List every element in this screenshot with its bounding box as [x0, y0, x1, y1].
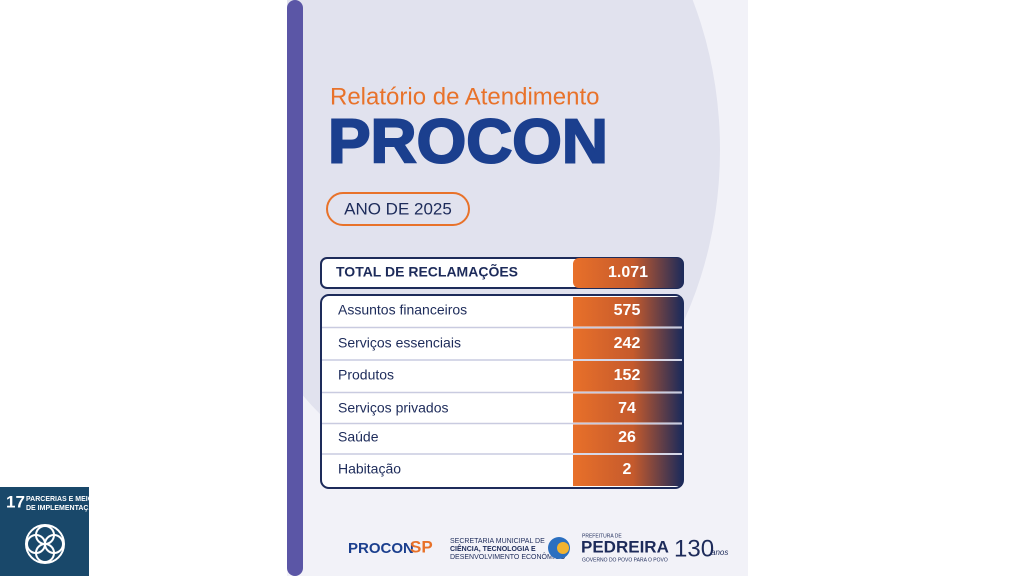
- prefeitura: PREFEITURA DE: [582, 533, 622, 539]
- value-cell: [573, 328, 682, 359]
- sdg-label: PARCERIAS E MEIOS: [26, 496, 98, 503]
- row-label: Saúde: [338, 429, 379, 445]
- value-cell: [573, 455, 682, 486]
- subtitle: Relatório de Atendimento: [330, 83, 600, 110]
- row-label: Serviços essenciais: [338, 335, 461, 351]
- table: Assuntos financeiros 575 Serviços essencia…: [322, 297, 682, 486]
- row-value: 26: [618, 429, 636, 446]
- total-value: 1.071: [608, 264, 648, 281]
- slogan: GOVERNO DO POVO PARA O POVO: [582, 557, 668, 563]
- row-value: 2: [623, 461, 632, 478]
- sdg-icon: [25, 524, 65, 564]
- year-pill: [326, 192, 470, 226]
- row-value: 74: [618, 400, 636, 417]
- value-cell: [573, 361, 682, 392]
- row-value: 242: [614, 335, 641, 352]
- footer: PROCON SP SECRETARIA MUNICIPAL DE CIÊNCI…: [348, 533, 728, 563]
- procon-logo: PROCON: [348, 540, 414, 557]
- value-cell: [573, 393, 682, 423]
- sp-logo: SP: [410, 537, 433, 556]
- anniversary: 130: [674, 535, 714, 562]
- city: PEDREIRA: [581, 537, 669, 556]
- row-value: 152: [614, 367, 641, 384]
- pedreira-icon: [557, 542, 569, 554]
- sdg-number: 17: [6, 492, 25, 511]
- row-value: 575: [614, 302, 641, 319]
- row-label: Assuntos financeiros: [338, 302, 467, 318]
- secretaria: CIÊNCIA, TECNOLOGIA E: [450, 544, 536, 553]
- row-label: Produtos: [338, 367, 394, 383]
- value-cell: [573, 424, 682, 453]
- row-label: Serviços privados: [338, 400, 449, 416]
- total-label: TOTAL DE RECLAMAÇÕES: [336, 263, 518, 280]
- secretaria: SECRETARIA MUNICIPAL DE: [450, 538, 545, 545]
- side-strip: [287, 0, 303, 576]
- year: ANO DE 2025: [344, 199, 452, 218]
- total-cell: [573, 258, 683, 288]
- secretaria: DESENVOLVIMENTO ECONÔMICO: [450, 552, 566, 561]
- row-label: Habitação: [338, 461, 401, 477]
- value-cell: [573, 297, 682, 327]
- title: PROCON: [328, 107, 608, 176]
- anniversary-word: anos: [711, 548, 728, 557]
- sdg-label: DE IMPLEMENTAÇÃO: [26, 503, 100, 512]
